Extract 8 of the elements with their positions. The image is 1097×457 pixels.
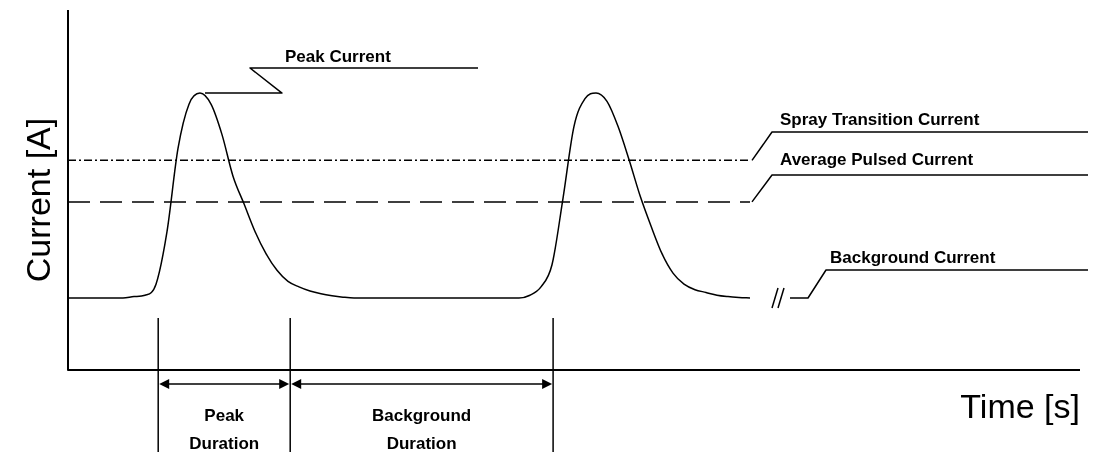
text: Peak Current [285,47,392,66]
ref-line-label: Average Pulsed Current [780,150,974,169]
text: Peak Duration [189,406,260,453]
ref-line-label: Spray Transition Current [780,110,980,129]
y-axis-title: Current [A] [19,117,57,283]
annotation: Background Current [830,248,996,267]
x-axis-title: Time [s] [960,387,1080,425]
text: Background Duration [372,406,472,453]
